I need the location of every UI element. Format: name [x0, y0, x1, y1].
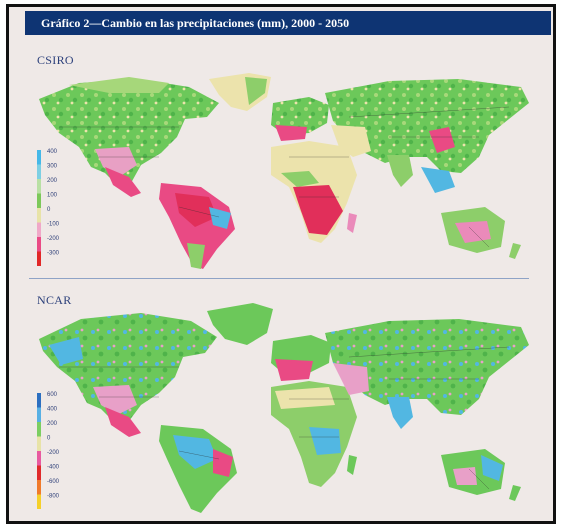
- region-asia-ncar: [325, 319, 529, 415]
- legend-tick-label: -200: [47, 236, 60, 242]
- region-africa-central: [293, 185, 343, 235]
- map-csiro: [39, 73, 529, 269]
- legend-swatch: [37, 422, 41, 437]
- legend-tick-label: 600: [47, 392, 58, 398]
- legend-swatch: [37, 193, 41, 208]
- region-africa-ncar-north: [275, 387, 335, 409]
- region-greenland-coast: [245, 77, 267, 105]
- legend-tick-label: 300: [47, 164, 58, 170]
- legend-tick-label: -800: [47, 494, 60, 500]
- legend-swatch: [37, 465, 41, 480]
- legend-ncar: 600 400 200 0 -200 -400 -600 -800: [37, 392, 60, 509]
- region-asia: [325, 79, 529, 173]
- region-australia-ncar-wet: [481, 455, 503, 481]
- legend-tick-label: 400: [47, 149, 58, 155]
- region-europe-ncar-dry: [275, 359, 313, 381]
- region-sa-ncar-wet: [173, 435, 217, 469]
- legend-tick-label: 200: [47, 178, 58, 184]
- legend-tick-label: -100: [47, 222, 60, 228]
- legend-swatch: [37, 164, 41, 179]
- legend-tick-label: -300: [47, 251, 60, 257]
- region-europe-dry: [275, 125, 307, 141]
- legend-swatch: [37, 222, 41, 237]
- region-new-zealand: [509, 243, 521, 259]
- legend-tick-label: 0: [47, 207, 51, 213]
- region-asia-ncar-mideast: [333, 363, 369, 395]
- region-na-arctic: [69, 77, 169, 93]
- region-new-zealand-ncar: [509, 485, 521, 501]
- region-india: [387, 155, 413, 187]
- region-asia-sea: [421, 167, 455, 193]
- legend-tick-label: -400: [47, 465, 60, 471]
- panel-label-csiro: CSIRO: [37, 53, 74, 67]
- legend-tick-label: -200: [47, 450, 60, 456]
- legend-swatch: [37, 451, 41, 466]
- panel-label-ncar: NCAR: [37, 293, 72, 307]
- region-madagascar: [347, 213, 357, 233]
- legend-swatch: [37, 179, 41, 194]
- region-mexico-ncar: [105, 407, 141, 437]
- legend-tick-label: 100: [47, 193, 58, 199]
- region-na-ncar-dry: [93, 385, 137, 415]
- map-ncar: [39, 303, 529, 513]
- region-africa-ncar-wet: [309, 427, 341, 455]
- legend-csiro: 400 300 200 100 0 -100 -200 -300: [37, 149, 60, 266]
- legend-swatch: [37, 480, 41, 495]
- legend-swatch: [37, 393, 41, 408]
- region-europe: [271, 97, 329, 135]
- figure-title: Gráfico 2—Cambio en las precipitaciones …: [25, 11, 551, 35]
- region-australia-dry: [455, 221, 491, 243]
- legend-swatch: [37, 251, 41, 266]
- region-india-ncar: [387, 397, 413, 429]
- figure-frame: Gráfico 2—Cambio en las precipitaciones …: [6, 4, 556, 524]
- region-sa-ncar-dry: [213, 449, 233, 477]
- legend-swatch: [37, 208, 41, 223]
- region-na-ncar-west: [49, 337, 83, 365]
- legend-swatch: [37, 237, 41, 252]
- region-asia-dry: [429, 127, 455, 153]
- region-mexico: [105, 167, 141, 197]
- region-sa-wet: [209, 207, 231, 229]
- legend-tick-label: 0: [47, 436, 51, 442]
- precipitation-maps: 400 300 200 100 0 -100 -200 -300 600 400 200 0 -200…: [37, 73, 529, 513]
- legend-swatch: [37, 407, 41, 422]
- region-north-america: [39, 79, 219, 185]
- region-madagascar-ncar: [347, 455, 357, 475]
- legend-swatch: [37, 436, 41, 451]
- panel-divider: [29, 278, 529, 279]
- legend-tick-label: -600: [47, 479, 60, 485]
- region-greenland-ncar: [207, 303, 273, 345]
- region-asia-mideast: [331, 125, 371, 157]
- legend-swatch: [37, 150, 41, 165]
- region-sa-south: [187, 243, 205, 269]
- legend-swatch: [37, 494, 41, 509]
- legend-tick-label: 400: [47, 407, 58, 413]
- region-sa-amazon: [175, 193, 217, 227]
- region-africa-green: [281, 171, 319, 187]
- legend-tick-label: 200: [47, 421, 58, 427]
- region-australia-ncar-dry: [453, 467, 477, 485]
- region-na-dry: [95, 147, 137, 177]
